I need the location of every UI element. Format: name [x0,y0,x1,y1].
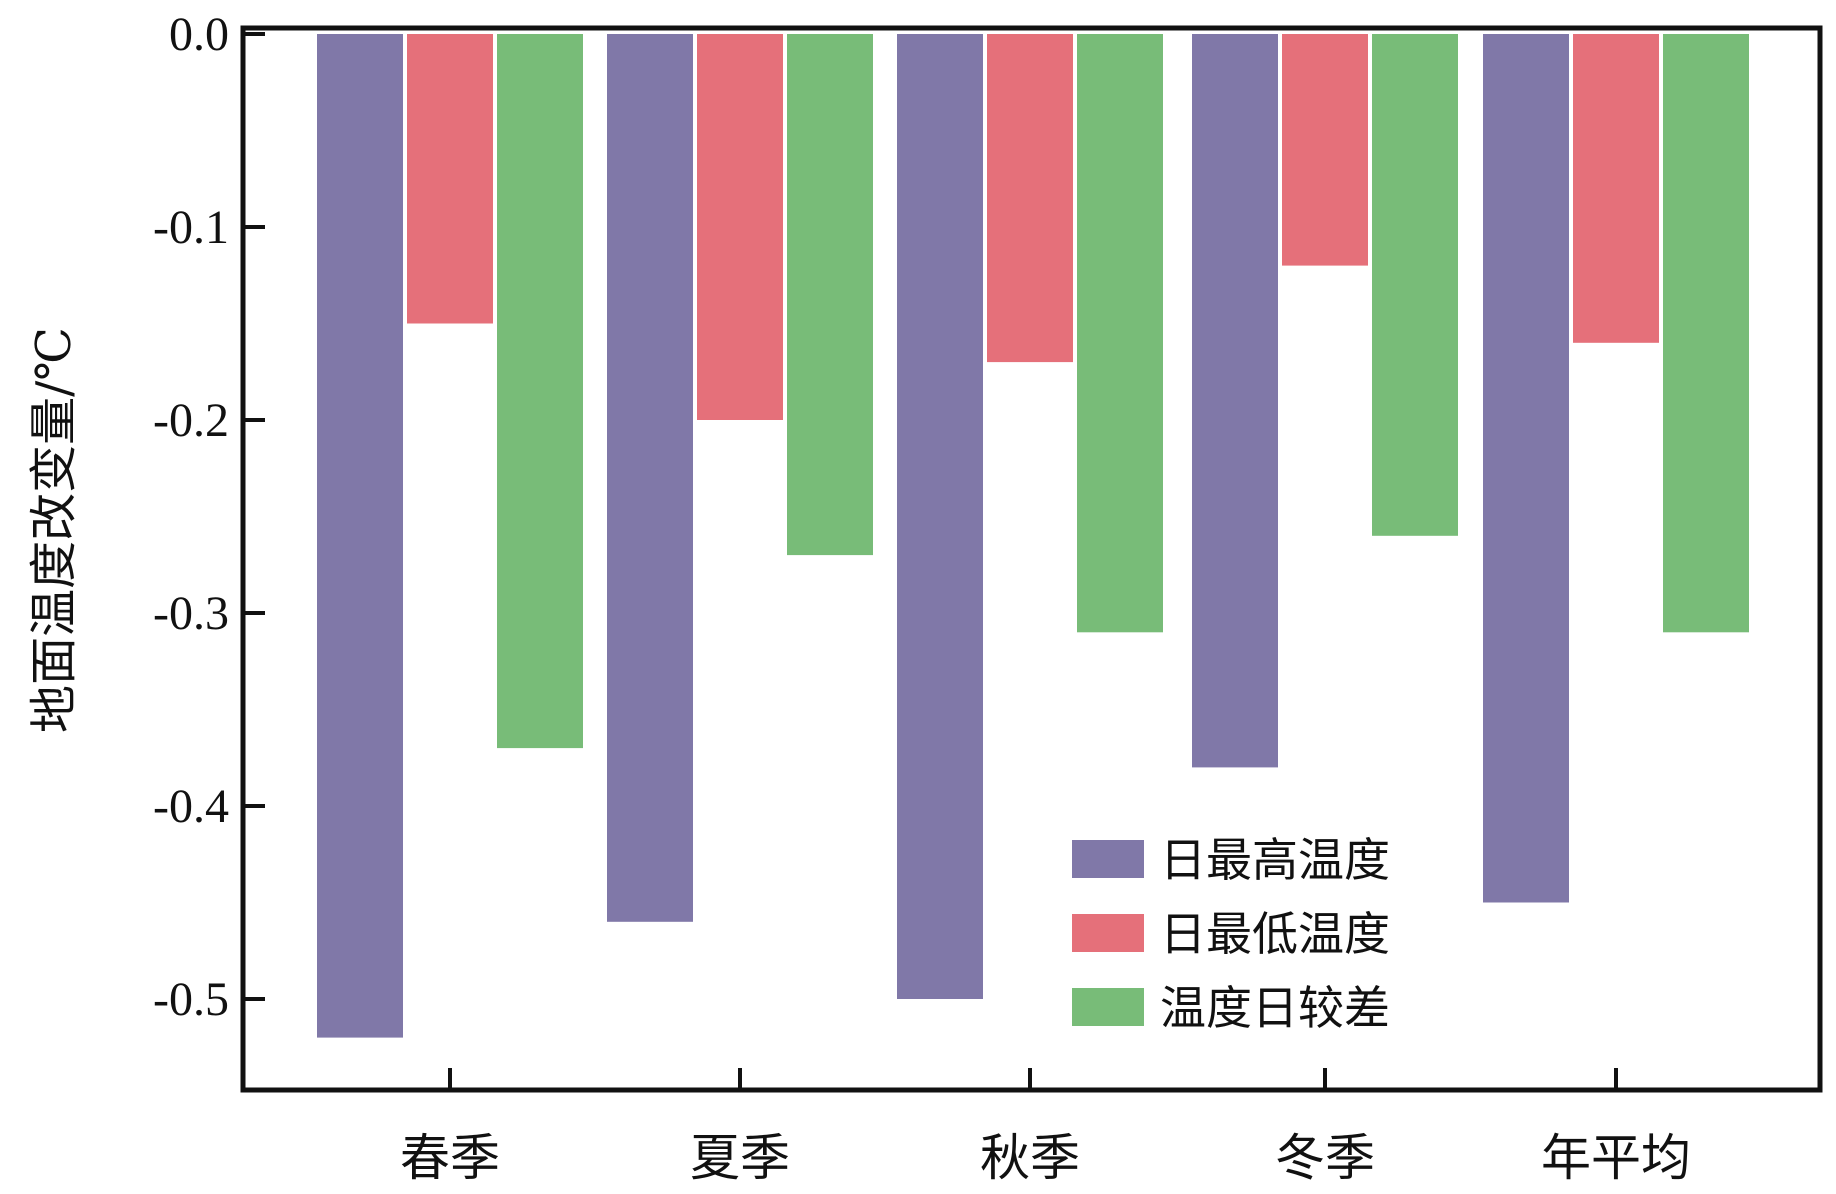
temp-range-bar [497,34,583,749]
legend-label: 日最低温度 [1160,907,1390,961]
x-category-label: 夏季 [690,1129,790,1187]
y-tick-label: -0.3 [153,587,229,640]
max-temp-bar [607,34,693,922]
x-category-label: 春季 [400,1129,500,1187]
temp-range-bar [787,34,873,556]
legend-label: 温度日较差 [1160,981,1390,1035]
legend-item-temp-range: 温度日较差 [1072,981,1390,1035]
y-tick-label: -0.1 [153,201,229,254]
min-temp-bar [407,34,493,324]
min-temp-bar [1282,34,1368,266]
y-tick-label: 0.0 [169,8,229,61]
temp-range-bar [1372,34,1458,536]
temp-range-bar [1663,34,1749,633]
legend-swatch [1072,840,1144,878]
max-temp-bar [1192,34,1278,768]
legend-item-min-temp: 日最低温度 [1072,907,1390,961]
legend-item-max-temp: 日最高温度 [1072,833,1390,887]
legend-swatch [1072,988,1144,1026]
x-axis-ticks: 春季 夏季 秋季 冬季 年平均 [400,1068,1691,1187]
y-tick-label: -0.2 [153,394,229,447]
x-category-label: 年平均 [1541,1129,1691,1187]
x-category-label: 冬季 [1275,1129,1375,1187]
max-temp-bar [1483,34,1569,903]
max-temp-bar [317,34,403,1038]
temp-range-bar [1077,34,1163,633]
legend-label: 日最高温度 [1160,833,1390,887]
legend-swatch [1072,914,1144,952]
min-temp-bar [1573,34,1659,343]
min-temp-bar [987,34,1073,363]
y-axis-ticks: 0.0 -0.1 -0.2 -0.3 -0.4 -0.5 [153,8,265,1026]
min-temp-bar [697,34,783,420]
max-temp-bar [897,34,983,999]
bars-layer [317,34,1749,1038]
x-category-label: 秋季 [980,1129,1080,1187]
y-tick-label: -0.4 [153,780,229,833]
y-axis-title: 地面温度改变量/℃ [26,327,82,733]
y-tick-label: -0.5 [153,973,229,1026]
